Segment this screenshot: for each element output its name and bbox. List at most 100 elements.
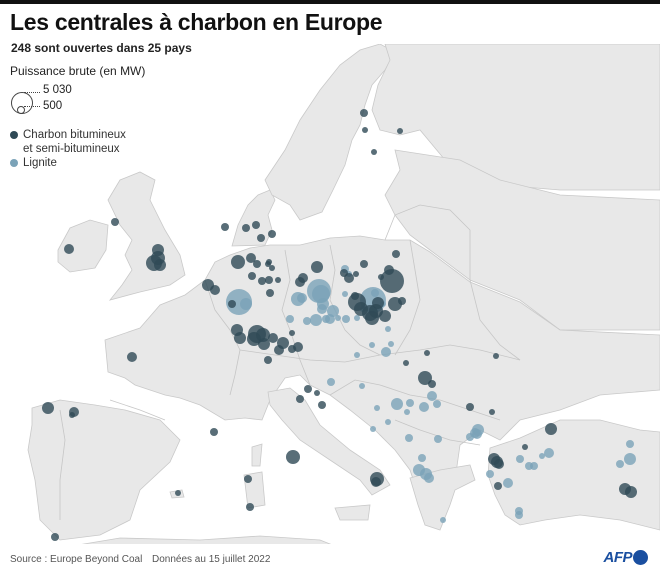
plant-marker: [388, 341, 394, 347]
plant-marker: [433, 400, 441, 408]
plant-marker: [371, 477, 381, 487]
plant-marker: [418, 371, 432, 385]
plant-marker: [494, 459, 504, 469]
type-legend: Charbon bitumineux et semi-bitumineux Li…: [10, 128, 145, 170]
plant-marker: [624, 453, 636, 465]
plant-marker: [362, 127, 368, 133]
plant-marker: [327, 305, 339, 317]
plant-marker: [221, 223, 229, 231]
plant-marker: [370, 426, 376, 432]
plant-marker: [327, 378, 335, 386]
plant-marker: [253, 260, 261, 268]
plant-marker: [304, 385, 312, 393]
plant-marker: [42, 402, 54, 414]
europe-map: [27, 44, 660, 544]
plant-marker: [312, 285, 330, 303]
plant-marker: [286, 450, 300, 464]
plant-marker: [268, 333, 278, 343]
plant-marker: [384, 265, 394, 275]
plant-marker: [403, 360, 409, 366]
plant-marker: [515, 511, 523, 519]
plant-marker: [440, 517, 446, 523]
size-label-min: 500: [43, 100, 63, 112]
legend-label-bituminous-line2: et semi-bitumineux: [23, 143, 120, 155]
plant-marker: [257, 234, 265, 242]
footer: Source : Europe Beyond Coal Données au 1…: [0, 544, 660, 574]
plant-marker: [275, 277, 281, 283]
plant-marker: [626, 440, 634, 448]
plant-marker: [111, 218, 119, 226]
size-label-max: 5 030: [43, 84, 72, 96]
plant-marker: [340, 269, 348, 277]
plant-marker: [240, 298, 252, 310]
plant-marker: [397, 128, 403, 134]
legend-item-bituminous: Charbon bitumineux et semi-bitumineux: [10, 128, 145, 156]
plant-marker: [258, 277, 266, 285]
plant-marker: [258, 338, 270, 350]
legend-label-bituminous: Charbon bitumineux et semi-bitumineux: [23, 128, 126, 156]
plant-marker: [427, 391, 437, 401]
plant-marker: [359, 383, 365, 389]
plant-marker: [252, 221, 260, 229]
plant-marker: [374, 405, 380, 411]
plant-marker: [371, 149, 377, 155]
plant-marker: [151, 251, 165, 265]
plant-marker: [489, 409, 495, 415]
plant-marker: [51, 533, 59, 541]
size-legend-title: Puissance brute (en MW): [10, 64, 146, 78]
plant-marker: [311, 261, 323, 273]
plant-marker: [288, 345, 296, 353]
plant-marker: [286, 315, 294, 323]
plant-marker: [342, 291, 348, 297]
plant-marker: [127, 352, 137, 362]
plant-marker: [418, 454, 426, 462]
date-text: Données au 15 juillet 2022: [152, 554, 271, 565]
plant-marker: [544, 448, 554, 458]
plant-markers: [42, 109, 637, 541]
plant-marker: [424, 350, 430, 356]
plant-marker: [351, 292, 359, 300]
plant-marker: [318, 401, 326, 409]
plant-marker: [342, 315, 350, 323]
plant-marker: [424, 473, 434, 483]
plant-marker: [360, 109, 368, 117]
plant-marker: [354, 315, 360, 321]
legend-label-bituminous-line1: Charbon bitumineux: [23, 129, 126, 141]
plant-marker: [466, 403, 474, 411]
size-legend: 5 030 500: [10, 84, 145, 122]
plant-marker: [266, 259, 272, 265]
plant-marker: [378, 274, 384, 280]
legend: Puissance brute (en MW) 5 030 500 Charbo…: [10, 64, 145, 170]
plant-marker: [419, 402, 429, 412]
plant-marker: [295, 277, 305, 287]
top-bar: [0, 0, 660, 4]
plant-marker: [234, 332, 246, 344]
plant-marker: [545, 423, 557, 435]
plant-marker: [274, 345, 284, 355]
plant-marker: [365, 311, 379, 325]
plant-marker: [392, 250, 400, 258]
plant-marker: [434, 435, 442, 443]
plant-marker: [470, 428, 480, 438]
plant-marker: [486, 470, 494, 478]
plant-marker: [256, 328, 270, 342]
plant-marker: [369, 342, 375, 348]
plant-marker: [244, 475, 252, 483]
plant-marker: [616, 460, 624, 468]
plant-marker: [516, 455, 524, 463]
plant-marker: [264, 356, 272, 364]
plant-marker: [372, 297, 384, 309]
plant-marker: [539, 453, 545, 459]
plant-marker: [398, 297, 406, 305]
afp-logo: AFP: [604, 549, 648, 566]
plant-marker: [360, 260, 368, 268]
plant-marker: [289, 330, 295, 336]
plant-marker: [248, 272, 256, 280]
plant-marker: [269, 265, 275, 271]
plant-marker: [404, 409, 410, 415]
plant-marker: [380, 269, 404, 293]
legend-label-lignite: Lignite: [23, 157, 57, 169]
plant-marker: [175, 490, 181, 496]
chart-subtitle: 248 sont ouvertes dans 25 pays: [11, 41, 192, 55]
size-circle-min: [17, 106, 25, 114]
